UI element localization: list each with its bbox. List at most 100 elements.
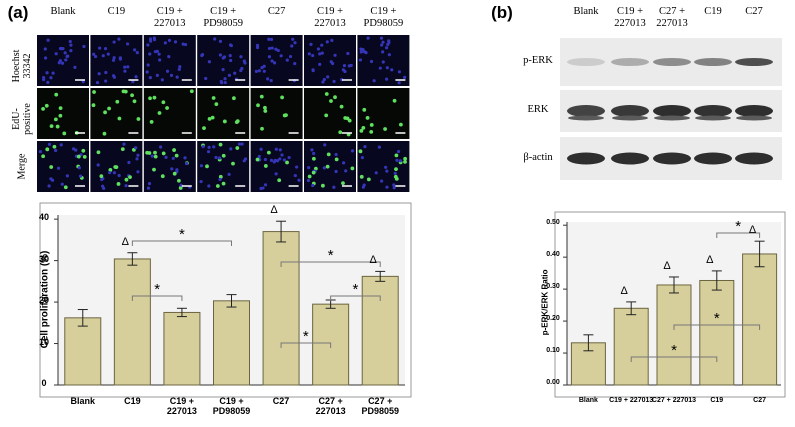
nucleus: [397, 70, 402, 74]
nucleus: [106, 52, 110, 56]
nucleus: [155, 73, 159, 77]
nucleus: [240, 142, 244, 146]
nucleus: [321, 80, 325, 84]
edu-cell: [383, 127, 387, 131]
nucleus: [233, 71, 237, 75]
x-tick-label: C19: [710, 397, 724, 404]
nucleus: [43, 47, 47, 51]
nucleus: [125, 42, 130, 46]
significance-mark: Δ: [121, 235, 130, 248]
significance-mark: *: [671, 342, 677, 359]
nucleus: [126, 65, 130, 69]
nucleus: [261, 186, 265, 190]
y-tick-label: 40: [38, 212, 49, 223]
nucleus: [148, 52, 152, 56]
band: [735, 58, 773, 66]
nucleus: [77, 166, 81, 170]
edu-cell: [102, 131, 107, 136]
y-tick-label: 0.50: [546, 219, 560, 227]
edu-cell: [260, 126, 264, 131]
nucleus: [159, 145, 163, 149]
nucleus: [293, 173, 297, 178]
nucleus: [175, 168, 179, 172]
nucleus: [255, 45, 260, 50]
band: [735, 152, 773, 165]
nucleus: [377, 145, 381, 149]
nucleus: [325, 40, 329, 44]
edu-cell: [147, 151, 152, 155]
nucleus: [380, 179, 384, 183]
edu-cell: [107, 106, 111, 111]
significance-bracket: [280, 261, 381, 267]
bar: [113, 258, 151, 386]
bar: [656, 284, 692, 386]
edu-cell: [44, 103, 49, 108]
nucleus: [282, 158, 286, 162]
nucleus: [165, 69, 170, 73]
column-label: C19: [107, 6, 126, 17]
edu-cell: [152, 167, 156, 172]
y-axis-label: Cell proliferation (%): [39, 250, 51, 349]
band: [653, 105, 691, 117]
edu-cell: [76, 154, 81, 159]
edu-cell: [54, 92, 59, 97]
nucleus: [47, 142, 52, 146]
nucleus: [199, 179, 203, 184]
nucleus: [175, 75, 179, 79]
edu-cell: [161, 100, 166, 105]
edu-cell: [172, 148, 176, 152]
nucleus: [213, 37, 217, 41]
x-tick-label: C19 + PD98059: [212, 396, 251, 416]
nucleus: [64, 58, 68, 62]
nucleus: [390, 68, 394, 72]
nucleus: [307, 52, 311, 56]
bar: [213, 300, 250, 386]
nucleus: [334, 152, 338, 157]
nucleus: [267, 55, 272, 59]
edu-cell: [136, 117, 141, 121]
significance-bracket: [131, 240, 232, 246]
band: [567, 152, 605, 165]
blot-label: ERK: [527, 104, 549, 115]
nucleus: [59, 143, 63, 147]
nucleus: [402, 75, 407, 79]
blot-label: β-actin: [523, 151, 553, 163]
micrograph: [90, 35, 143, 86]
nucleus: [395, 158, 399, 162]
edu-cell: [189, 89, 194, 94]
nucleus: [135, 157, 139, 161]
edu-cell: [103, 110, 107, 115]
edu-cell: [41, 154, 46, 159]
micrograph: [37, 88, 89, 139]
nucleus: [381, 40, 385, 44]
edu-cell: [148, 96, 152, 101]
nucleus: [95, 80, 100, 85]
nucleus: [93, 54, 98, 59]
band: [567, 58, 605, 66]
nucleus: [274, 47, 278, 51]
edu-cell: [52, 144, 57, 149]
nucleus: [136, 170, 140, 174]
nucleus: [108, 171, 112, 175]
nucleus: [214, 155, 218, 160]
nucleus: [60, 47, 64, 51]
micrograph: [197, 88, 250, 139]
edu-cell: [120, 147, 125, 152]
nucleus: [323, 143, 327, 147]
nucleus: [392, 186, 396, 190]
nucleus: [398, 159, 403, 163]
nucleus: [293, 61, 297, 66]
column-label: C27: [267, 6, 286, 17]
nucleus: [134, 146, 138, 150]
panel-label: (b): [491, 3, 513, 22]
column-label: C27: [745, 6, 763, 17]
nucleus: [269, 37, 274, 42]
nucleus: [117, 173, 121, 178]
nucleus: [229, 147, 233, 151]
significance-mark: *: [352, 281, 359, 298]
significance-bracket: [280, 342, 332, 348]
edu-cell: [63, 185, 68, 190]
nucleus: [228, 54, 232, 58]
nucleus: [223, 77, 227, 81]
